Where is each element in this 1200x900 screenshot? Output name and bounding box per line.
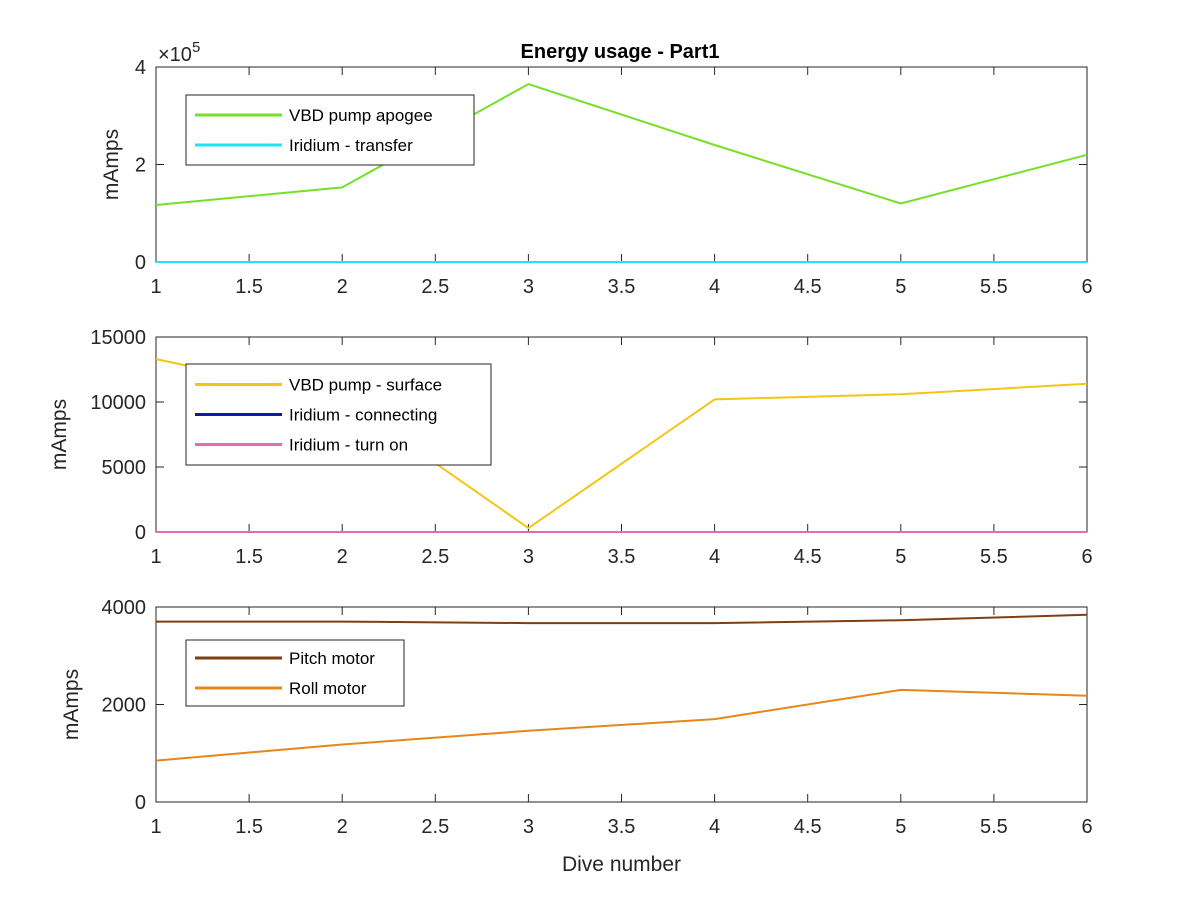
x-tick-label: 1 [150,546,161,568]
x-tick-label: 4.5 [794,816,822,838]
legend-entry-label: Iridium - connecting [289,406,437,425]
x-tick-label: 5 [895,816,906,838]
y-exponent-power: 5 [192,39,200,56]
series-line-vbd-pump-apogee [155,83,1088,206]
y-tick-label: 15000 [90,327,146,349]
series-line-roll-motor [155,688,1088,762]
legend-entry-label: Roll motor [289,679,367,698]
x-tick-label: 3.5 [608,276,636,298]
x-tick-label: 4 [709,276,720,298]
legend-entry-label: Iridium - transfer [289,136,413,155]
x-tick-label: 5 [895,276,906,298]
x-tick-label: 1 [150,276,161,298]
x-tick-label: 1.5 [235,546,263,568]
x-tick-label: 5.5 [980,546,1008,568]
x-tick-label: 2.5 [421,546,449,568]
y-tick-label: 2000 [102,695,147,717]
legend-entry-label: VBD pump apogee [289,106,433,125]
y-exponent-label: ×105 [158,39,200,66]
legend: VBD pump - surface Iridium - connecting Ir… [185,363,492,466]
x-tick-label: 3 [523,546,534,568]
x-tick-label: 6 [1081,816,1092,838]
x-axis-label: Dive number [562,853,681,876]
y-axis-label: mAmps [60,669,83,740]
legend-entry-label: Pitch motor [289,649,375,668]
x-tick-label: 6 [1081,276,1092,298]
x-tick-label: 2.5 [421,276,449,298]
panel-3: 1 1.5 2 2.5 3 3.5 4 4.5 5 5.5 6 0 2000 4000 mAmps Dive … [60,597,1093,876]
panel-2: 1 1.5 2 2.5 3 3.5 4 4.5 5 5.5 6 0 5000 10000 15000 mAmp… [48,327,1093,568]
y-axis-label: mAmps [48,399,71,470]
x-tick-label: 4 [709,546,720,568]
x-tick-label: 4.5 [794,276,822,298]
y-axis-label: mAmps [100,129,123,200]
x-tick-label: 3.5 [608,546,636,568]
x-tick-label: 1.5 [235,276,263,298]
legend-entry-label: VBD pump - surface [289,376,442,395]
panel-1: 1 1.5 2 2.5 3 3.5 4 4.5 5 5.5 6 0 2 4 ×105 mAmps VBD pum… [100,39,1093,298]
legend-entry-label: Iridium - turn on [289,436,408,455]
x-tick-label: 4.5 [794,546,822,568]
legend-box [185,94,475,166]
legend: Pitch motor Roll motor [185,639,405,707]
x-tick-label: 5 [895,546,906,568]
y-tick-label: 0 [135,522,146,544]
x-tick-label: 6 [1081,546,1092,568]
legend-box [185,639,405,707]
x-tick-label: 1.5 [235,816,263,838]
chart-panels: 1 1.5 2 2.5 3 3.5 4 4.5 5 5.5 6 0 2 4 ×105 mAmps VBD pum… [48,39,1093,876]
x-tick-label: 2 [337,546,348,568]
y-tick-label: 4 [135,57,146,79]
legend: VBD pump apogee Iridium - transfer [185,94,475,166]
figure-title: Energy usage - Part1 [521,41,720,63]
x-tick-label: 1 [150,816,161,838]
y-tick-label: 0 [135,252,146,274]
series-line-pitch-motor [156,613,1088,625]
x-tick-label: 3 [523,816,534,838]
y-tick-label: 10000 [90,392,146,414]
x-tick-label: 2 [337,276,348,298]
x-tick-label: 5.5 [980,276,1008,298]
x-tick-label: 3 [523,276,534,298]
y-tick-label: 5000 [102,457,147,479]
x-tick-label: 2 [337,816,348,838]
y-tick-label: 0 [135,792,146,814]
y-tick-label: 2 [135,155,146,177]
x-tick-label: 5.5 [980,816,1008,838]
x-tick-label: 4 [709,816,720,838]
x-tick-label: 2.5 [421,816,449,838]
y-tick-label: 4000 [102,597,147,619]
x-tick-label: 3.5 [608,816,636,838]
